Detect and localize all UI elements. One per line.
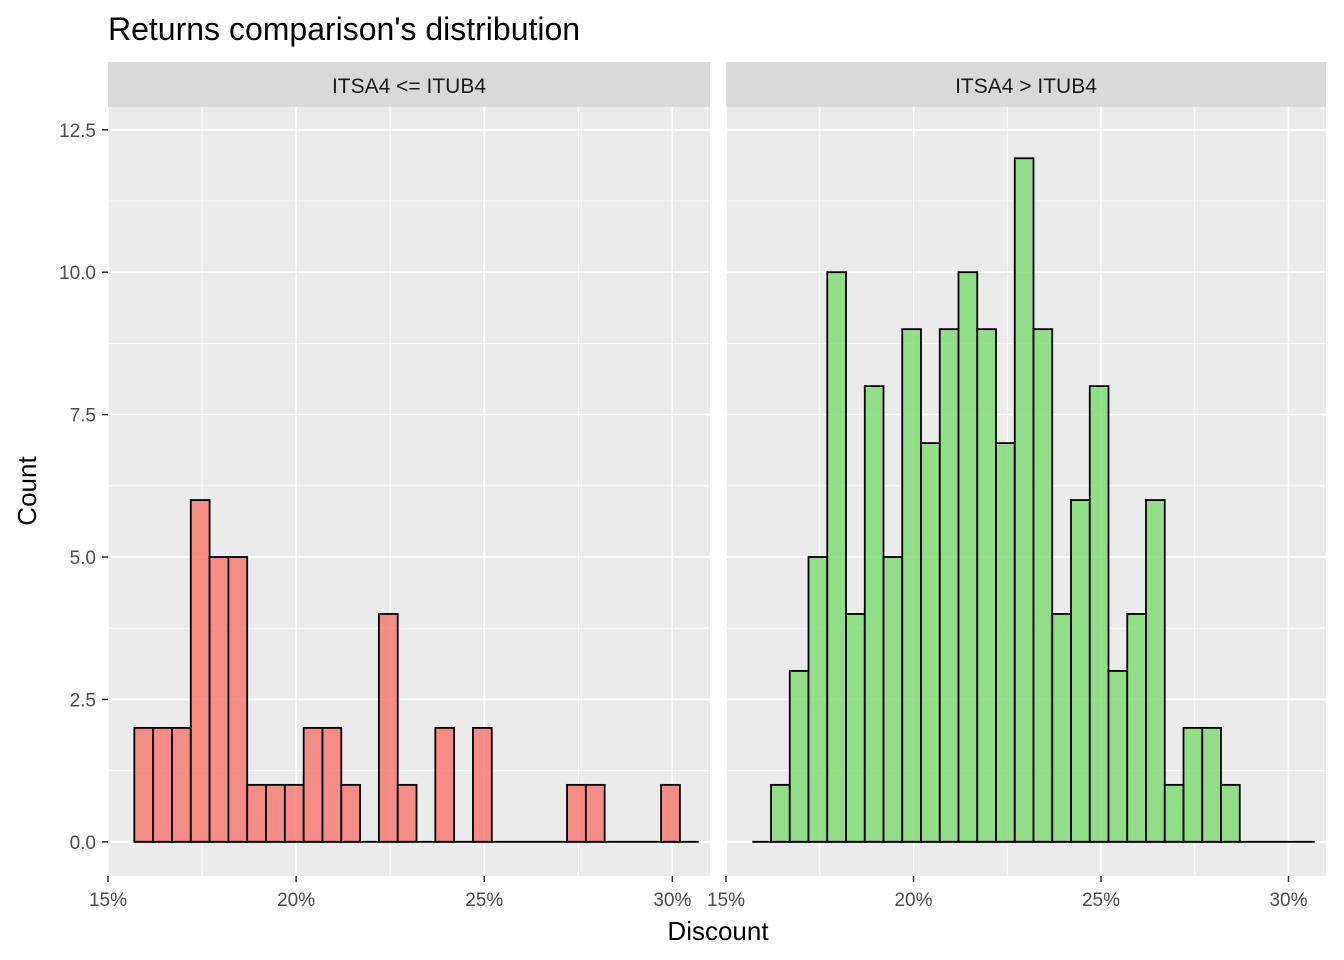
x-axis-title: Discount <box>667 916 769 946</box>
y-tick-label: 10.0 <box>59 263 96 284</box>
histogram-bar <box>920 442 941 843</box>
histogram-bar <box>265 783 286 843</box>
histogram-bar <box>1145 499 1166 843</box>
histogram-bar <box>1070 499 1091 843</box>
histogram-bar <box>472 726 493 843</box>
histogram-bar <box>863 385 885 843</box>
histogram-bar <box>377 613 399 843</box>
x-tick-label: 15% <box>89 890 127 911</box>
histogram-bar <box>1051 613 1072 843</box>
histogram-bar <box>396 783 418 843</box>
histogram-bar <box>938 328 960 843</box>
histogram-bar <box>584 783 606 843</box>
x-tick-label: 20% <box>277 890 315 911</box>
histogram-bar <box>171 726 192 843</box>
histogram-bar <box>770 783 791 843</box>
histogram-bar <box>1032 328 1054 843</box>
histogram-bar <box>1201 726 1222 843</box>
histogram-bar <box>133 726 155 843</box>
histogram-bar <box>995 442 1016 843</box>
facet-panel-2: ITSA4 > ITUB4 15% 20% 25% 30% <box>707 62 1326 911</box>
histogram-bar <box>246 783 267 843</box>
histogram-bar <box>826 271 847 843</box>
histogram-bar <box>901 328 922 843</box>
x-tick-label: 30% <box>1269 890 1307 911</box>
histogram-bar <box>189 499 211 843</box>
facet-panels: ITSA4 <= ITUB4 15% 20% 25% 30% ITSA4 > ITUB4 1… <box>59 62 1326 911</box>
y-tick-label: 0.0 <box>70 833 96 854</box>
histogram-bar <box>321 726 343 843</box>
histogram-bar <box>566 783 587 843</box>
facet-strip-label: ITSA4 <= ITUB4 <box>332 75 486 98</box>
x-tick-label: 25% <box>465 890 503 911</box>
y-tick-label: 2.5 <box>70 690 96 711</box>
histogram-bar <box>788 670 810 843</box>
y-axis: 0.0 2.5 5.0 7.5 10.0 12.5 <box>59 121 108 854</box>
histogram-bar <box>1163 783 1185 843</box>
histogram-bar <box>1126 613 1147 843</box>
x-tick-label: 30% <box>653 890 691 911</box>
facet-panel-1: ITSA4 <= ITUB4 15% 20% 25% 30% <box>89 62 710 911</box>
y-axis-title: Count <box>12 456 42 526</box>
y-tick-label: 12.5 <box>59 121 96 142</box>
chart-title: Returns comparison's distribution <box>108 11 580 47</box>
histogram-bar <box>227 556 249 843</box>
y-tick-label: 5.0 <box>70 548 96 569</box>
histogram-bar <box>1220 783 1241 843</box>
histogram-bar <box>845 613 866 843</box>
histogram-bar <box>1088 385 1110 843</box>
histogram-bar <box>208 556 230 843</box>
histogram-bar <box>882 556 904 843</box>
histogram-bar <box>976 328 997 843</box>
histogram-bar <box>302 726 324 843</box>
histogram-bar <box>340 783 361 843</box>
facet-strip-label: ITSA4 > ITUB4 <box>955 75 1097 98</box>
histogram-bar <box>807 556 829 843</box>
histogram-bar <box>434 726 456 843</box>
facet-strip <box>108 62 710 107</box>
y-tick-label: 7.5 <box>70 406 96 427</box>
facet-strip <box>726 62 1326 107</box>
histogram-bar <box>152 726 173 843</box>
histogram-bar <box>283 783 305 843</box>
histogram-bar <box>1107 670 1129 843</box>
x-tick-label: 20% <box>894 890 932 911</box>
x-tick-label: 15% <box>707 890 745 911</box>
histogram-bar <box>1182 726 1204 843</box>
histogram-bar <box>957 271 979 843</box>
histogram-bar <box>1013 157 1035 843</box>
x-tick-label: 25% <box>1082 890 1120 911</box>
histogram-bar <box>660 783 681 843</box>
